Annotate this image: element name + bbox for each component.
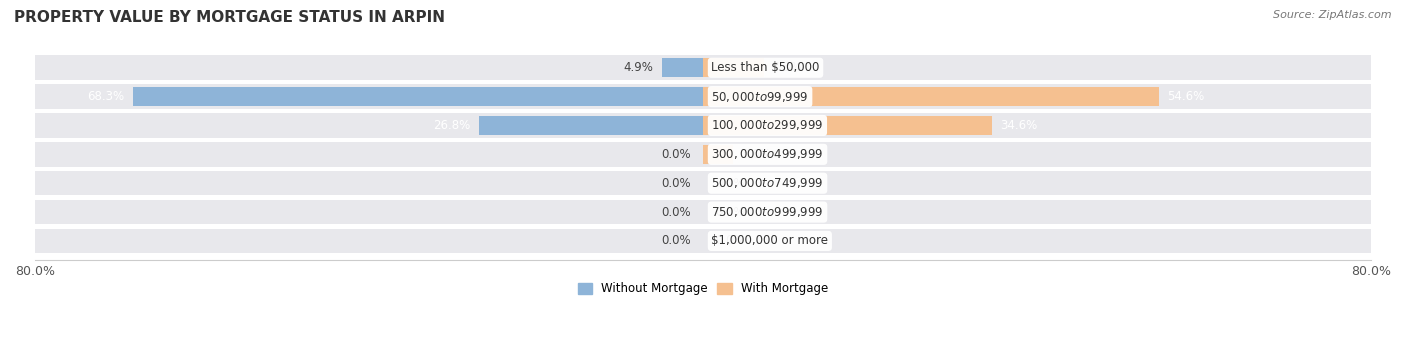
Text: $300,000 to $499,999: $300,000 to $499,999 (711, 147, 824, 162)
Bar (35, 142, 1371, 167)
Text: 0.0%: 0.0% (661, 177, 690, 190)
Text: 68.3%: 68.3% (87, 90, 124, 103)
Bar (479, 116, 703, 135)
Text: $750,000 to $999,999: $750,000 to $999,999 (711, 205, 824, 219)
Bar (703, 145, 733, 164)
Bar (662, 58, 703, 77)
Bar (703, 116, 991, 135)
Bar (35, 84, 1371, 109)
Text: $500,000 to $749,999: $500,000 to $749,999 (711, 176, 824, 190)
Text: Source: ZipAtlas.com: Source: ZipAtlas.com (1274, 10, 1392, 20)
Text: 54.6%: 54.6% (1167, 90, 1205, 103)
Text: 3.6%: 3.6% (741, 148, 770, 161)
Text: $1,000,000 or more: $1,000,000 or more (711, 235, 828, 248)
Text: 7.3%: 7.3% (772, 61, 801, 74)
Text: 0.0%: 0.0% (716, 177, 745, 190)
Text: 0.0%: 0.0% (661, 206, 690, 219)
Text: 34.6%: 34.6% (1000, 119, 1038, 132)
Text: PROPERTY VALUE BY MORTGAGE STATUS IN ARPIN: PROPERTY VALUE BY MORTGAGE STATUS IN ARP… (14, 10, 446, 25)
Bar (35, 113, 1371, 138)
Text: Less than $50,000: Less than $50,000 (711, 61, 820, 74)
Text: 4.9%: 4.9% (624, 61, 654, 74)
Text: 0.0%: 0.0% (661, 148, 690, 161)
Bar (35, 55, 1371, 80)
Bar (35, 229, 1371, 253)
Bar (35, 200, 1371, 224)
Text: 0.0%: 0.0% (716, 206, 745, 219)
Bar (703, 87, 1159, 106)
Text: 26.8%: 26.8% (433, 119, 471, 132)
Text: $100,000 to $299,999: $100,000 to $299,999 (711, 118, 824, 133)
Text: 0.0%: 0.0% (716, 235, 745, 248)
Text: $50,000 to $99,999: $50,000 to $99,999 (711, 90, 808, 104)
Bar (703, 58, 763, 77)
Bar (132, 87, 703, 106)
Bar (35, 171, 1371, 196)
Text: 0.0%: 0.0% (661, 235, 690, 248)
Legend: Without Mortgage, With Mortgage: Without Mortgage, With Mortgage (574, 278, 832, 300)
